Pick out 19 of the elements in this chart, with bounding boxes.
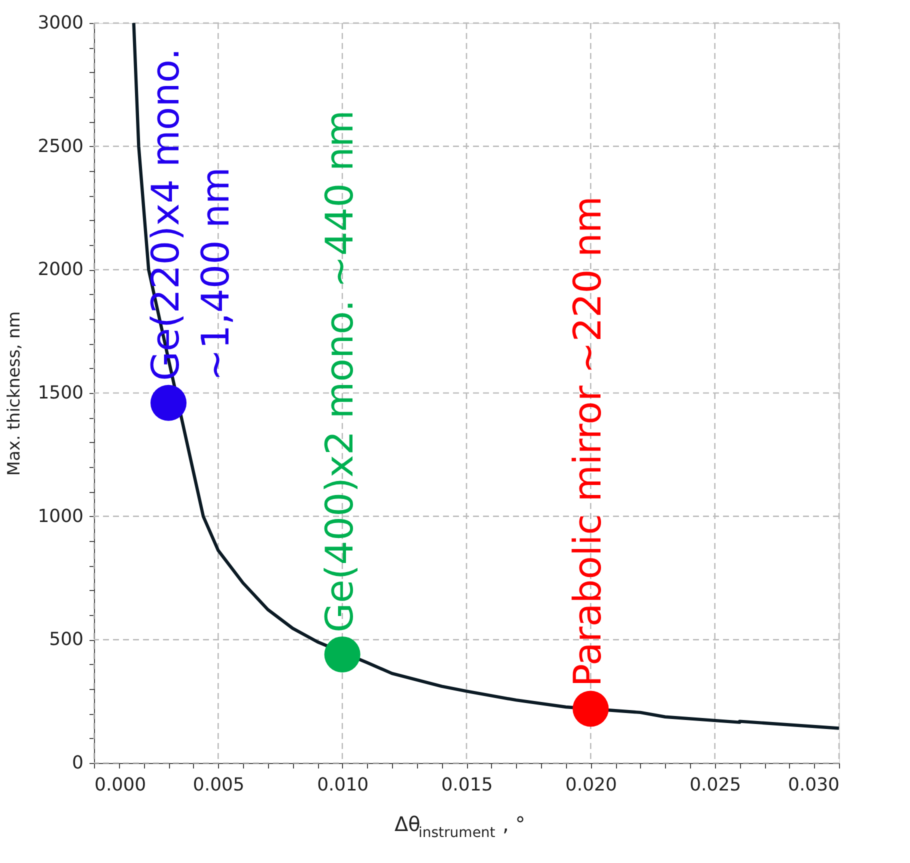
annotation: Ge(400)x2 mono. ~440 nm (317, 110, 362, 632)
x-tick-label: 0.020 (565, 774, 617, 796)
y-tick-label: 1000 (38, 506, 84, 527)
y-tick-label: 2000 (38, 259, 84, 280)
x-tick-label: 0.010 (317, 774, 369, 796)
x-tick-label: 0.015 (441, 774, 493, 796)
y-tick-label: 500 (49, 629, 84, 650)
line-series (132, 23, 839, 730)
y-axis-title: Max. thickness, nm (4, 311, 25, 476)
y-tick-label: 3000 (38, 12, 84, 34)
x-tick-label: 0.000 (94, 774, 146, 796)
x-tick-label: 0.025 (690, 774, 742, 796)
annotation: Ge(220)x4 mono. ~1,400 nm (144, 48, 238, 381)
x-tick-label: 0.005 (192, 774, 244, 796)
y-tick-label: 0 (72, 752, 84, 774)
y-tick-label: 1500 (38, 382, 84, 404)
y-tick-label: 2500 (38, 136, 84, 157)
annotation: Parabolic mirror ~220 nm (566, 196, 610, 687)
x-tick-label: 0.030 (788, 774, 840, 796)
